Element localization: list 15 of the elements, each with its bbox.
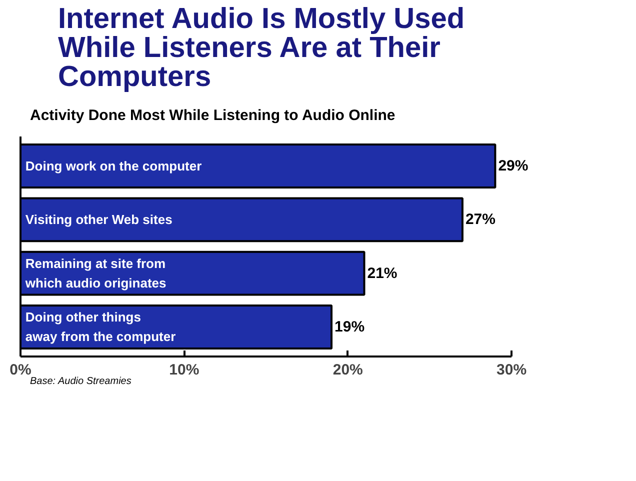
data-label: 19% <box>334 318 365 336</box>
x-tick-label: 20% <box>332 362 363 379</box>
x-tick-label: 30% <box>496 362 527 379</box>
x-tick-label: 0% <box>10 362 32 379</box>
chart-title: Internet Audio Is Mostly Used While Listeners Are at Their Computers <box>58 3 466 93</box>
x-tick-label: 10% <box>169 362 200 379</box>
y-tick-label: Remaining at site from which audio originates <box>24 256 166 291</box>
data-label: 21% <box>367 265 398 282</box>
data-label: 29% <box>498 158 528 175</box>
y-tick-label: Doing other things away from the computer <box>25 310 176 345</box>
y-tick-label: Doing work on the computer <box>25 158 202 174</box>
chart-subtitle: Activity Done Most While Listening to Audio Online <box>30 106 396 126</box>
y-tick-label: Visiting other Web sites <box>25 212 172 228</box>
data-label: 27% <box>465 212 496 229</box>
text: Base: Audio Streamies <box>30 375 132 390</box>
